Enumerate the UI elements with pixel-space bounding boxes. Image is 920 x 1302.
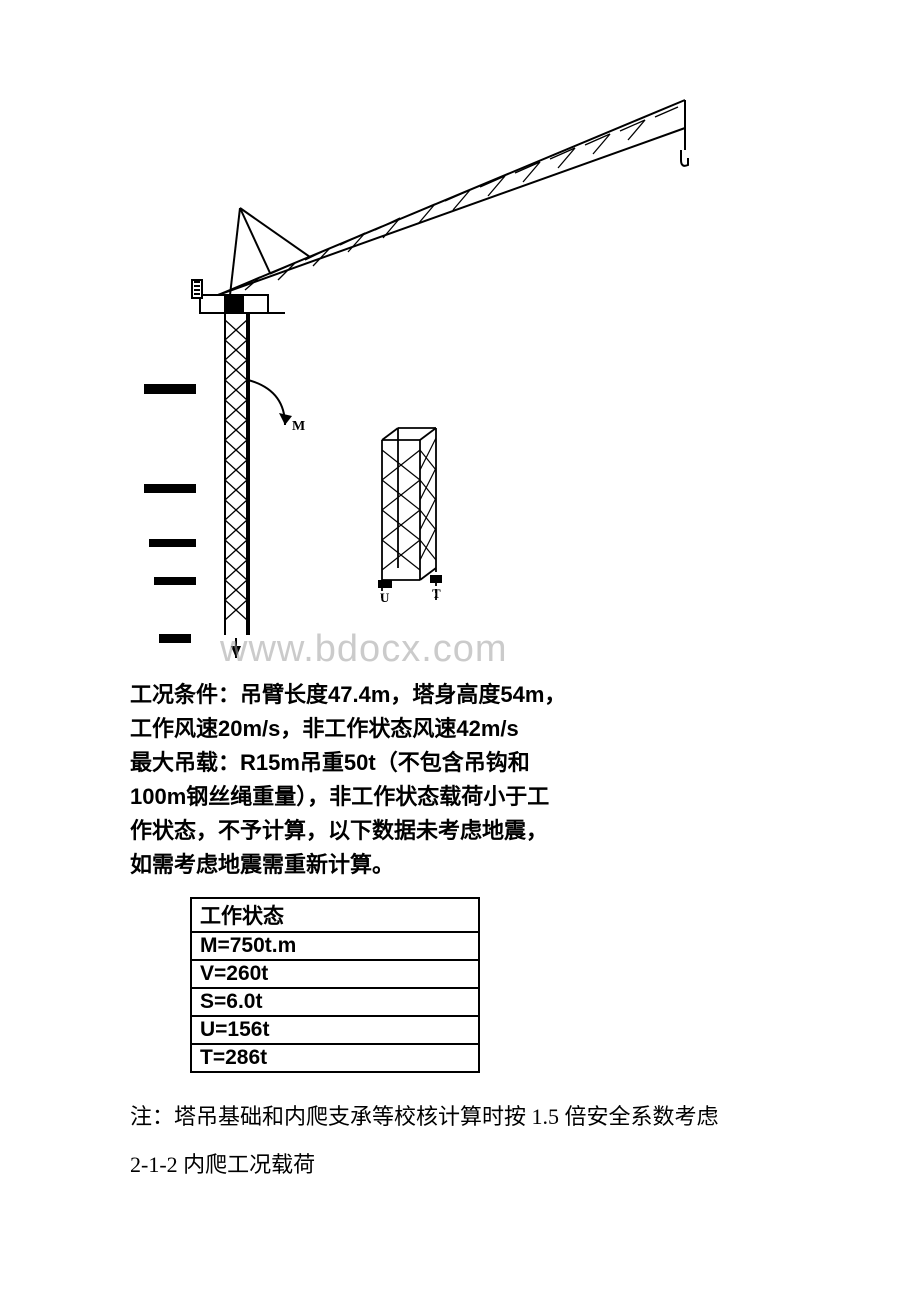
table-row: U=156t <box>191 1016 479 1044</box>
m-label: M <box>292 419 305 434</box>
table-row: 工作状态 <box>191 898 479 932</box>
load-table: 工作状态 M=750t.m V=260t S=6.0t U=156t T=286… <box>190 897 480 1073</box>
condition-line-4: 100m钢丝绳重量），非工作状态载荷小于工 <box>130 780 790 814</box>
condition-line-1: 工况条件：吊臂长度47.4m，塔身高度54m， <box>130 678 790 712</box>
t-label: T <box>432 586 441 601</box>
condition-line-6: 如需考虑地震需重新计算。 <box>130 848 790 882</box>
note-line-2: 2-1-2 内爬工况载荷 <box>130 1141 790 1189</box>
condition-line-5: 作状态，不予计算，以下数据未考虑地震， <box>130 814 790 848</box>
condition-line-2: 工作风速20m/s，非工作状态风速42m/s <box>130 712 790 746</box>
notes-section: 注：塔吊基础和内爬支承等校核计算时按 1.5 倍安全系数考虑 2-1-2 内爬工… <box>130 1093 790 1190</box>
u-label: U <box>380 590 390 605</box>
conditions-text: 工况条件：吊臂长度47.4m，塔身高度54m， 工作风速20m/s，非工作状态风… <box>130 678 790 883</box>
table-row: M=750t.m <box>191 932 479 960</box>
note-line-1: 注：塔吊基础和内爬支承等校核计算时按 1.5 倍安全系数考虑 <box>130 1093 790 1141</box>
table-row: S=6.0t <box>191 988 479 1016</box>
condition-line-3: 最大吊载：R15m吊重50t（不包含吊钩和 <box>130 746 790 780</box>
table-row: T=286t <box>191 1044 479 1072</box>
table-row: V=260t <box>191 960 479 988</box>
crane-diagram: M V U T www.bdocx.com <box>130 80 710 660</box>
